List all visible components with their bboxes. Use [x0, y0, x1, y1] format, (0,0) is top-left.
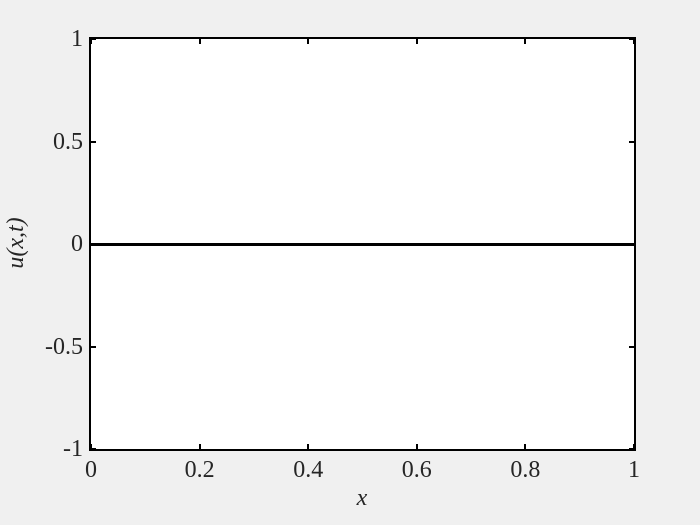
x-tick-mark — [307, 39, 310, 44]
x-tick-mark — [198, 39, 201, 44]
x-tick-mark — [633, 39, 635, 44]
y-tick-label: -1 — [63, 436, 83, 462]
x-tick-mark — [633, 444, 635, 449]
y-tick-mark — [629, 243, 634, 245]
x-tick-mark — [90, 39, 92, 44]
y-tick-mark — [629, 345, 634, 348]
y-tick-mark — [91, 345, 96, 348]
plot-axes: 0 0.2 0.4 0.6 0.8 1 1 0.5 0 -0.5 -1 — [45, 27, 640, 482]
x-tick-mark — [415, 39, 418, 44]
y-tick-label: -0.5 — [45, 333, 83, 360]
x-tick-label: 1 — [628, 457, 640, 483]
y-tick-mark — [91, 38, 96, 40]
y-tick-mark — [91, 140, 96, 143]
y-tick-label: 0.5 — [53, 128, 83, 155]
x-tick-label: 0.8 — [510, 457, 541, 483]
x-tick-mark — [307, 444, 310, 449]
x-tick-label: 0.6 — [401, 457, 432, 483]
y-tick-mark — [629, 448, 634, 450]
x-tick-label: 0 — [85, 457, 97, 483]
x-tick-mark — [90, 444, 92, 449]
y-tick-mark — [629, 38, 634, 40]
y-tick-label: 0 — [71, 231, 83, 257]
x-tick-label: 0.4 — [293, 457, 324, 483]
x-tick-mark — [198, 444, 201, 449]
x-tick-mark — [524, 444, 527, 449]
data-line-u-equals-0 — [91, 242, 634, 246]
y-tick-label: 1 — [71, 26, 83, 52]
x-tick-label: 0.2 — [184, 457, 215, 483]
y-tick-mark — [91, 243, 96, 245]
x-tick-mark — [524, 39, 527, 44]
y-tick-mark — [629, 140, 634, 143]
y-tick-mark — [91, 448, 96, 450]
x-tick-mark — [415, 444, 418, 449]
y-axis-label: u(x,t) — [3, 217, 29, 269]
x-axis-label: x — [356, 485, 368, 511]
